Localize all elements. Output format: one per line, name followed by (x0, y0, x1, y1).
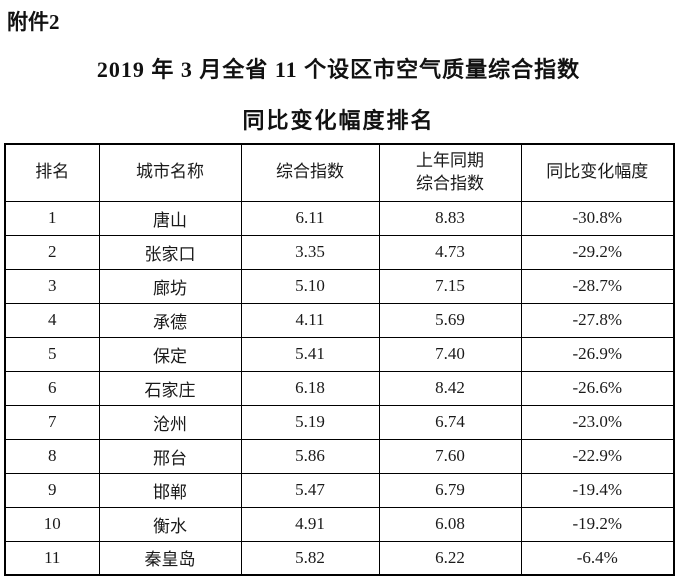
index-cell: 4.91 (240, 506, 380, 542)
prev-index-cell: 6.08 (378, 506, 522, 542)
table-row: 2 张家口 3.35 4.73 -29.2% (4, 234, 675, 270)
header-cell-city: 城市名称 (98, 143, 242, 202)
prev-index-cell: 6.74 (378, 404, 522, 440)
yoy-change-cell: -6.4% (520, 540, 675, 576)
rank-cell: 4 (4, 302, 100, 338)
header-cell-rank: 排名 (4, 143, 100, 202)
index-cell: 5.19 (240, 404, 380, 440)
prev-index-cell: 8.83 (378, 200, 522, 236)
attachment-label: 附件2 (7, 10, 60, 34)
rank-cell: 8 (4, 438, 100, 474)
table-row: 1 唐山 6.11 8.83 -30.8% (4, 200, 675, 236)
table-row: 4 承德 4.11 5.69 -27.8% (4, 302, 675, 338)
document-title: 2019 年 3 月全省 11 个设区市空气质量综合指数 (96, 57, 581, 82)
header-label: 城市名称 (136, 162, 204, 182)
city-cell: 廊坊 (98, 268, 242, 304)
header-label: 排名 (35, 162, 70, 182)
table-row: 8 邢台 5.86 7.60 -22.9% (4, 438, 675, 474)
header-cell-index: 综合指数 (240, 143, 380, 202)
yoy-change-cell: -30.8% (520, 200, 675, 236)
header-label: 综合指数 (416, 173, 484, 193)
index-cell: 5.86 (240, 438, 380, 474)
table-row: 10 衡水 4.91 6.08 -19.2% (4, 506, 675, 542)
header-label: 同比变化幅度 (546, 162, 649, 182)
prev-index-cell: 5.69 (378, 302, 522, 338)
table-row: 7 沧州 5.19 6.74 -23.0% (4, 404, 675, 440)
city-cell: 保定 (98, 336, 242, 372)
city-cell: 张家口 (98, 234, 242, 270)
prev-index-cell: 4.73 (378, 234, 522, 270)
header-cell-yoy-change: 同比变化幅度 (520, 143, 675, 202)
ranking-table: 排名 城市名称 综合指数 上年同期综合指数 同比变化幅度 1 唐山 6.11 8.83… (4, 143, 675, 576)
rank-cell: 1 (4, 200, 100, 236)
yoy-change-cell: -19.4% (520, 472, 675, 508)
rank-cell: 6 (4, 370, 100, 406)
index-cell: 6.18 (240, 370, 380, 406)
city-cell: 承德 (98, 302, 242, 338)
index-cell: 5.47 (240, 472, 380, 508)
header-row: 排名 城市名称 综合指数 上年同期综合指数 同比变化幅度 (4, 143, 675, 202)
city-cell: 邢台 (98, 438, 242, 474)
index-cell: 6.11 (240, 200, 380, 236)
rank-cell: 10 (4, 506, 100, 542)
prev-index-cell: 7.40 (378, 336, 522, 372)
prev-index-cell: 7.15 (378, 268, 522, 304)
prev-index-cell: 8.42 (378, 370, 522, 406)
yoy-change-cell: -29.2% (520, 234, 675, 270)
index-cell: 5.10 (240, 268, 380, 304)
table-row: 9 邯郸 5.47 6.79 -19.4% (4, 472, 675, 508)
city-cell: 沧州 (98, 404, 242, 440)
yoy-change-cell: -26.6% (520, 370, 675, 406)
yoy-change-cell: -26.9% (520, 336, 675, 372)
yoy-change-cell: -23.0% (520, 404, 675, 440)
yoy-change-cell: -19.2% (520, 506, 675, 542)
city-cell: 衡水 (98, 506, 242, 542)
prev-index-cell: 7.60 (378, 438, 522, 474)
yoy-change-cell: -28.7% (520, 268, 675, 304)
city-cell: 秦皇岛 (98, 540, 242, 576)
rank-cell: 2 (4, 234, 100, 270)
yoy-change-cell: -22.9% (520, 438, 675, 474)
table-row: 11 秦皇岛 5.82 6.22 -6.4% (4, 540, 675, 576)
table-row: 6 石家庄 6.18 8.42 -26.6% (4, 370, 675, 406)
header-label: 上年同期 (416, 150, 484, 170)
rank-cell: 3 (4, 268, 100, 304)
table-row: 3 廊坊 5.10 7.15 -28.7% (4, 268, 675, 304)
prev-index-cell: 6.22 (378, 540, 522, 576)
header-label: 综合指数 (276, 162, 344, 182)
rank-cell: 7 (4, 404, 100, 440)
index-cell: 5.41 (240, 336, 380, 372)
prev-index-cell: 6.79 (378, 472, 522, 508)
rank-cell: 9 (4, 472, 100, 508)
rank-cell: 5 (4, 336, 100, 372)
table-row: 5 保定 5.41 7.40 -26.9% (4, 336, 675, 372)
rank-cell: 11 (4, 540, 100, 576)
yoy-change-cell: -27.8% (520, 302, 675, 338)
header-cell-prev-index: 上年同期 综合指数 (378, 143, 522, 202)
index-cell: 3.35 (240, 234, 380, 270)
city-cell: 邯郸 (98, 472, 242, 508)
city-cell: 石家庄 (98, 370, 242, 406)
index-cell: 5.82 (240, 540, 380, 576)
index-cell: 4.11 (240, 302, 380, 338)
city-cell: 唐山 (98, 200, 242, 236)
table-body: 1 唐山 6.11 8.83 -30.8% 2 张家口 3.35 4.73 -29.2% 3 廊坊 5.… (4, 200, 675, 576)
document-subtitle: 同比变化幅度排名 (242, 108, 435, 133)
